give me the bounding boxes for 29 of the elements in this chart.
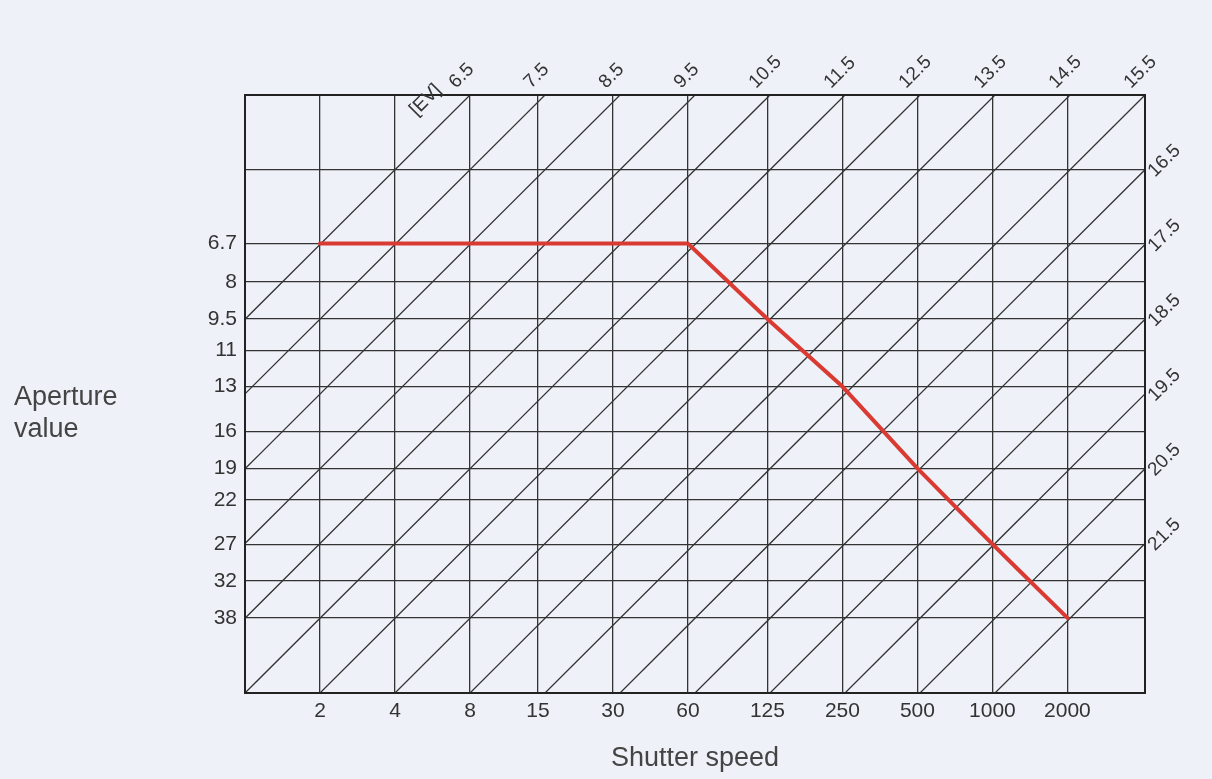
y-tick-label: 16 xyxy=(213,418,237,442)
x-tick-label: 500 xyxy=(899,698,935,722)
x-tick-label: 8 xyxy=(464,698,476,722)
y-tick-label: 6.7 xyxy=(207,230,237,254)
x-tick-label: 125 xyxy=(749,698,785,722)
y-tick-label: 11 xyxy=(215,337,237,361)
text: 7.5 xyxy=(518,58,553,92)
text: 6.5 xyxy=(443,58,478,92)
y-axis-title: Aperture value xyxy=(14,381,118,444)
x-tick-label: 1000 xyxy=(969,698,1016,722)
text: 9.5 xyxy=(668,58,703,92)
y-tick-label: 19 xyxy=(213,455,237,479)
text: 8.5 xyxy=(593,58,628,92)
x-tick-label: 2000 xyxy=(1044,698,1091,722)
x-axis-title: Shutter speed xyxy=(610,742,780,773)
x-tick-label: 4 xyxy=(389,698,402,722)
x-tick-label: 60 xyxy=(676,698,700,722)
x-tick-label: 2 xyxy=(314,698,326,722)
y-tick-label: 38 xyxy=(213,604,237,628)
y-tick-label: 22 xyxy=(213,486,237,510)
x-tick-label: 15 xyxy=(526,698,550,722)
y-tick-label: 8 xyxy=(225,268,237,292)
y-tick-label: 9.5 xyxy=(207,305,237,329)
y-tick-label: 27 xyxy=(213,531,237,555)
y-tick-label: 13 xyxy=(213,373,237,397)
y-tick-label: 32 xyxy=(213,567,237,591)
x-tick-label: 30 xyxy=(601,698,625,722)
x-tick-label: 250 xyxy=(824,698,860,722)
text: 11.5 xyxy=(818,51,859,92)
